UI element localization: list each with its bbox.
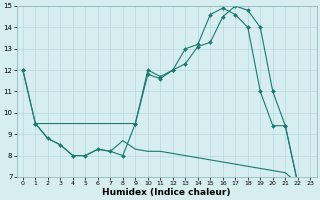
X-axis label: Humidex (Indice chaleur): Humidex (Indice chaleur) — [102, 188, 231, 197]
